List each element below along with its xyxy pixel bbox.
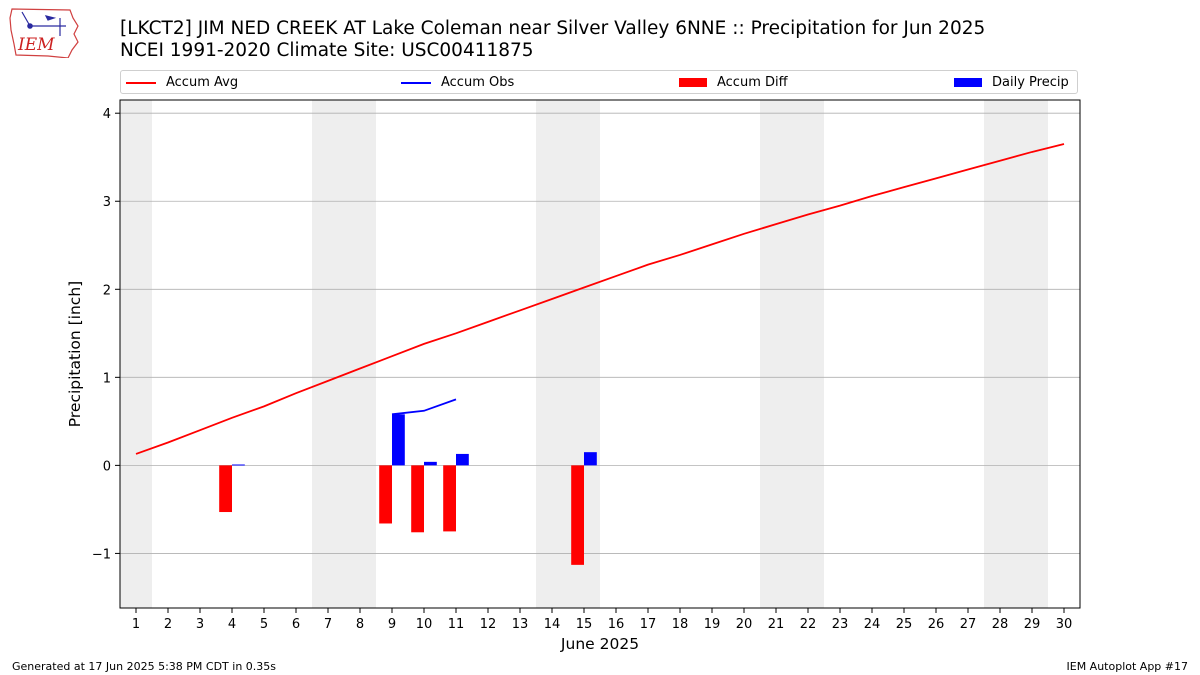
x-tick-label: 9 (388, 617, 396, 632)
x-tick-label: 4 (228, 617, 236, 632)
legend-label-accum-obs: Accum Obs (441, 75, 515, 90)
chart-subtitle: NCEI 1991-2020 Climate Site: USC00411875 (120, 40, 534, 61)
x-tick-label: 1 (132, 617, 140, 632)
legend-label-accum-avg: Accum Avg (166, 75, 239, 90)
legend-swatch-daily-precip (954, 78, 982, 87)
x-tick-label: 24 (864, 617, 881, 632)
x-tick-label: 30 (1056, 617, 1073, 632)
legend-item-accum-avg: Accum Avg (126, 74, 238, 92)
x-tick-label: 11 (448, 617, 465, 632)
x-tick-label: 6 (292, 617, 300, 632)
x-tick-label: 27 (960, 617, 977, 632)
generated-note: Generated at 17 Jun 2025 5:38 PM CDT in … (12, 660, 277, 673)
weekend-band (536, 100, 568, 608)
chart-legend: Accum Avg Accum Obs Accum Diff Daily Pre… (120, 70, 1078, 94)
daily-precip-bar (424, 461, 437, 466)
x-tick-label: 8 (356, 617, 364, 632)
legend-swatch-accum-diff (679, 78, 707, 87)
x-tick-label: 19 (704, 617, 721, 632)
daily-precip-bar (456, 453, 469, 466)
legend-label-daily-precip: Daily Precip (992, 75, 1069, 90)
x-tick-label: 21 (768, 617, 785, 632)
x-tick-label: 28 (992, 617, 1009, 632)
weekend-band (344, 100, 376, 608)
x-tick-label: 12 (480, 617, 497, 632)
y-tick-label: 3 (103, 195, 111, 210)
x-tick-label: 29 (1024, 617, 1041, 632)
x-tick-label: 15 (576, 617, 593, 632)
legend-label-accum-diff: Accum Diff (717, 75, 788, 90)
chart-title: [LKCT2] JIM NED CREEK AT Lake Coleman ne… (120, 18, 986, 39)
accum-diff-bar (379, 465, 392, 524)
x-tick-label: 13 (512, 617, 529, 632)
x-tick-label: 23 (832, 617, 849, 632)
weekend-band (792, 100, 824, 608)
weekend-band (760, 100, 792, 608)
y-tick-label: 1 (103, 371, 111, 386)
x-tick-label: 10 (416, 617, 433, 632)
y-tick-label: −1 (92, 547, 111, 562)
y-axis-label: Precipitation [inch] (66, 281, 84, 427)
x-tick-label: 5 (260, 617, 268, 632)
y-tick-label: 0 (103, 459, 111, 474)
x-tick-label: 2 (164, 617, 172, 632)
accum-obs-line (391, 398, 457, 416)
x-tick-label: 18 (672, 617, 689, 632)
x-tick-label: 17 (640, 617, 657, 632)
x-tick-label: 25 (896, 617, 913, 632)
daily-precip-bar (392, 414, 405, 466)
legend-item-daily-precip: Daily Precip (954, 74, 1069, 92)
legend-swatch-accum-avg (126, 81, 156, 84)
weekend-band (120, 100, 152, 608)
x-axis-label: June 2025 (560, 635, 639, 653)
x-tick-label: 16 (608, 617, 625, 632)
logo-text: IEM (17, 35, 55, 55)
y-tick-label: 2 (103, 283, 111, 298)
x-tick-label: 26 (928, 617, 945, 632)
accum-diff-bar (219, 465, 232, 513)
weekend-band (312, 100, 344, 608)
x-tick-label: 14 (544, 617, 561, 632)
x-tick-label: 7 (324, 617, 332, 632)
x-tick-label: 3 (196, 617, 204, 632)
y-tick-label: 4 (103, 107, 111, 122)
weather-station-icon (21, 11, 66, 36)
accum-diff-bar (411, 465, 424, 533)
daily-precip-bar (232, 464, 245, 466)
accum-diff-bar (443, 465, 456, 532)
weekend-band (1016, 100, 1048, 608)
weekend-band (984, 100, 1016, 608)
accum-avg-line (135, 143, 1065, 455)
app-note: IEM Autoplot App #17 (1066, 660, 1189, 673)
x-tick-label: 20 (736, 617, 753, 632)
legend-item-accum-diff: Accum Diff (679, 74, 788, 92)
x-tick-label: 22 (800, 617, 817, 632)
iem-logo: IEM (9, 8, 79, 58)
legend-item-accum-obs: Accum Obs (401, 74, 514, 92)
plot-frame (119, 99, 1081, 609)
daily-precip-bar (584, 452, 597, 466)
accum-diff-bar (571, 465, 584, 565)
legend-swatch-accum-obs (401, 81, 431, 84)
